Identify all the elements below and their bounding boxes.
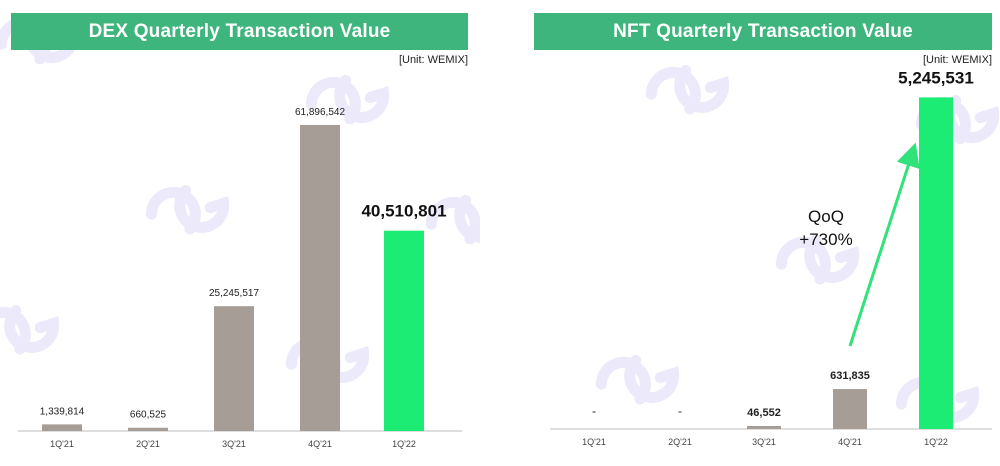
x-tick-label: 1Q'22: [924, 437, 948, 447]
data-label: -: [592, 404, 596, 418]
x-tick-label: 1Q'21: [50, 439, 74, 449]
x-tick-label: 1Q'22: [392, 439, 416, 449]
nft-chart-title: NFT Quarterly Transaction Value: [534, 13, 992, 50]
bar-4Q'21: [300, 124, 340, 431]
bar-4Q'21: [833, 389, 867, 429]
x-tick-label: 4Q'21: [838, 437, 862, 447]
x-tick-label: 3Q'21: [752, 437, 776, 447]
x-tick-label: 2Q'21: [136, 439, 160, 449]
nft-unit-label: [Unit: WEMIX]: [922, 54, 992, 66]
x-tick-label: 2Q'21: [668, 437, 692, 447]
nft-chart-panel: NFT Quarterly Transaction Value [Unit: W…: [520, 0, 1000, 466]
bar-1Q'22: [384, 230, 424, 431]
nft-bar-chart: - 1Q'21 - 2Q'21 46,552 3Q'21 631,835 4Q'21 5,245…: [550, 68, 992, 447]
data-label: 46,552: [747, 407, 781, 419]
bar-3Q'21: [214, 306, 254, 431]
dex-bar-chart: 1,339,814 1Q'21 660,525 2Q'21 25,245,517 3Q'2…: [18, 107, 462, 449]
dex-chart-title: DEX Quarterly Transaction Value: [11, 13, 468, 50]
bar-1Q'21: [42, 424, 82, 431]
bar-2Q'21: [128, 427, 168, 431]
qoq-annotation-line1: QoQ: [808, 207, 844, 226]
x-tick-label: 3Q'21: [222, 439, 246, 449]
dex-unit-label: [Unit: WEMIX]: [398, 54, 468, 66]
x-tick-label: 4Q'21: [308, 439, 332, 449]
data-label: 5,245,531: [898, 68, 974, 87]
data-label: 631,835: [830, 370, 870, 382]
dex-chart-panel: DEX Quarterly Transaction Value [Unit: W…: [0, 0, 480, 466]
data-label: -: [678, 404, 682, 418]
bar-1Q'22: [919, 97, 953, 429]
qoq-arrow: [848, 142, 920, 347]
data-label: 40,510,801: [361, 202, 446, 221]
data-label: 25,245,517: [209, 288, 259, 299]
bar-3Q'21: [747, 426, 781, 429]
data-label: 660,525: [130, 410, 167, 421]
data-label: 61,896,542: [295, 107, 345, 118]
qoq-annotation-line2: +730%: [799, 230, 852, 249]
data-label: 1,339,814: [40, 406, 85, 417]
x-tick-label: 1Q'21: [582, 437, 606, 447]
